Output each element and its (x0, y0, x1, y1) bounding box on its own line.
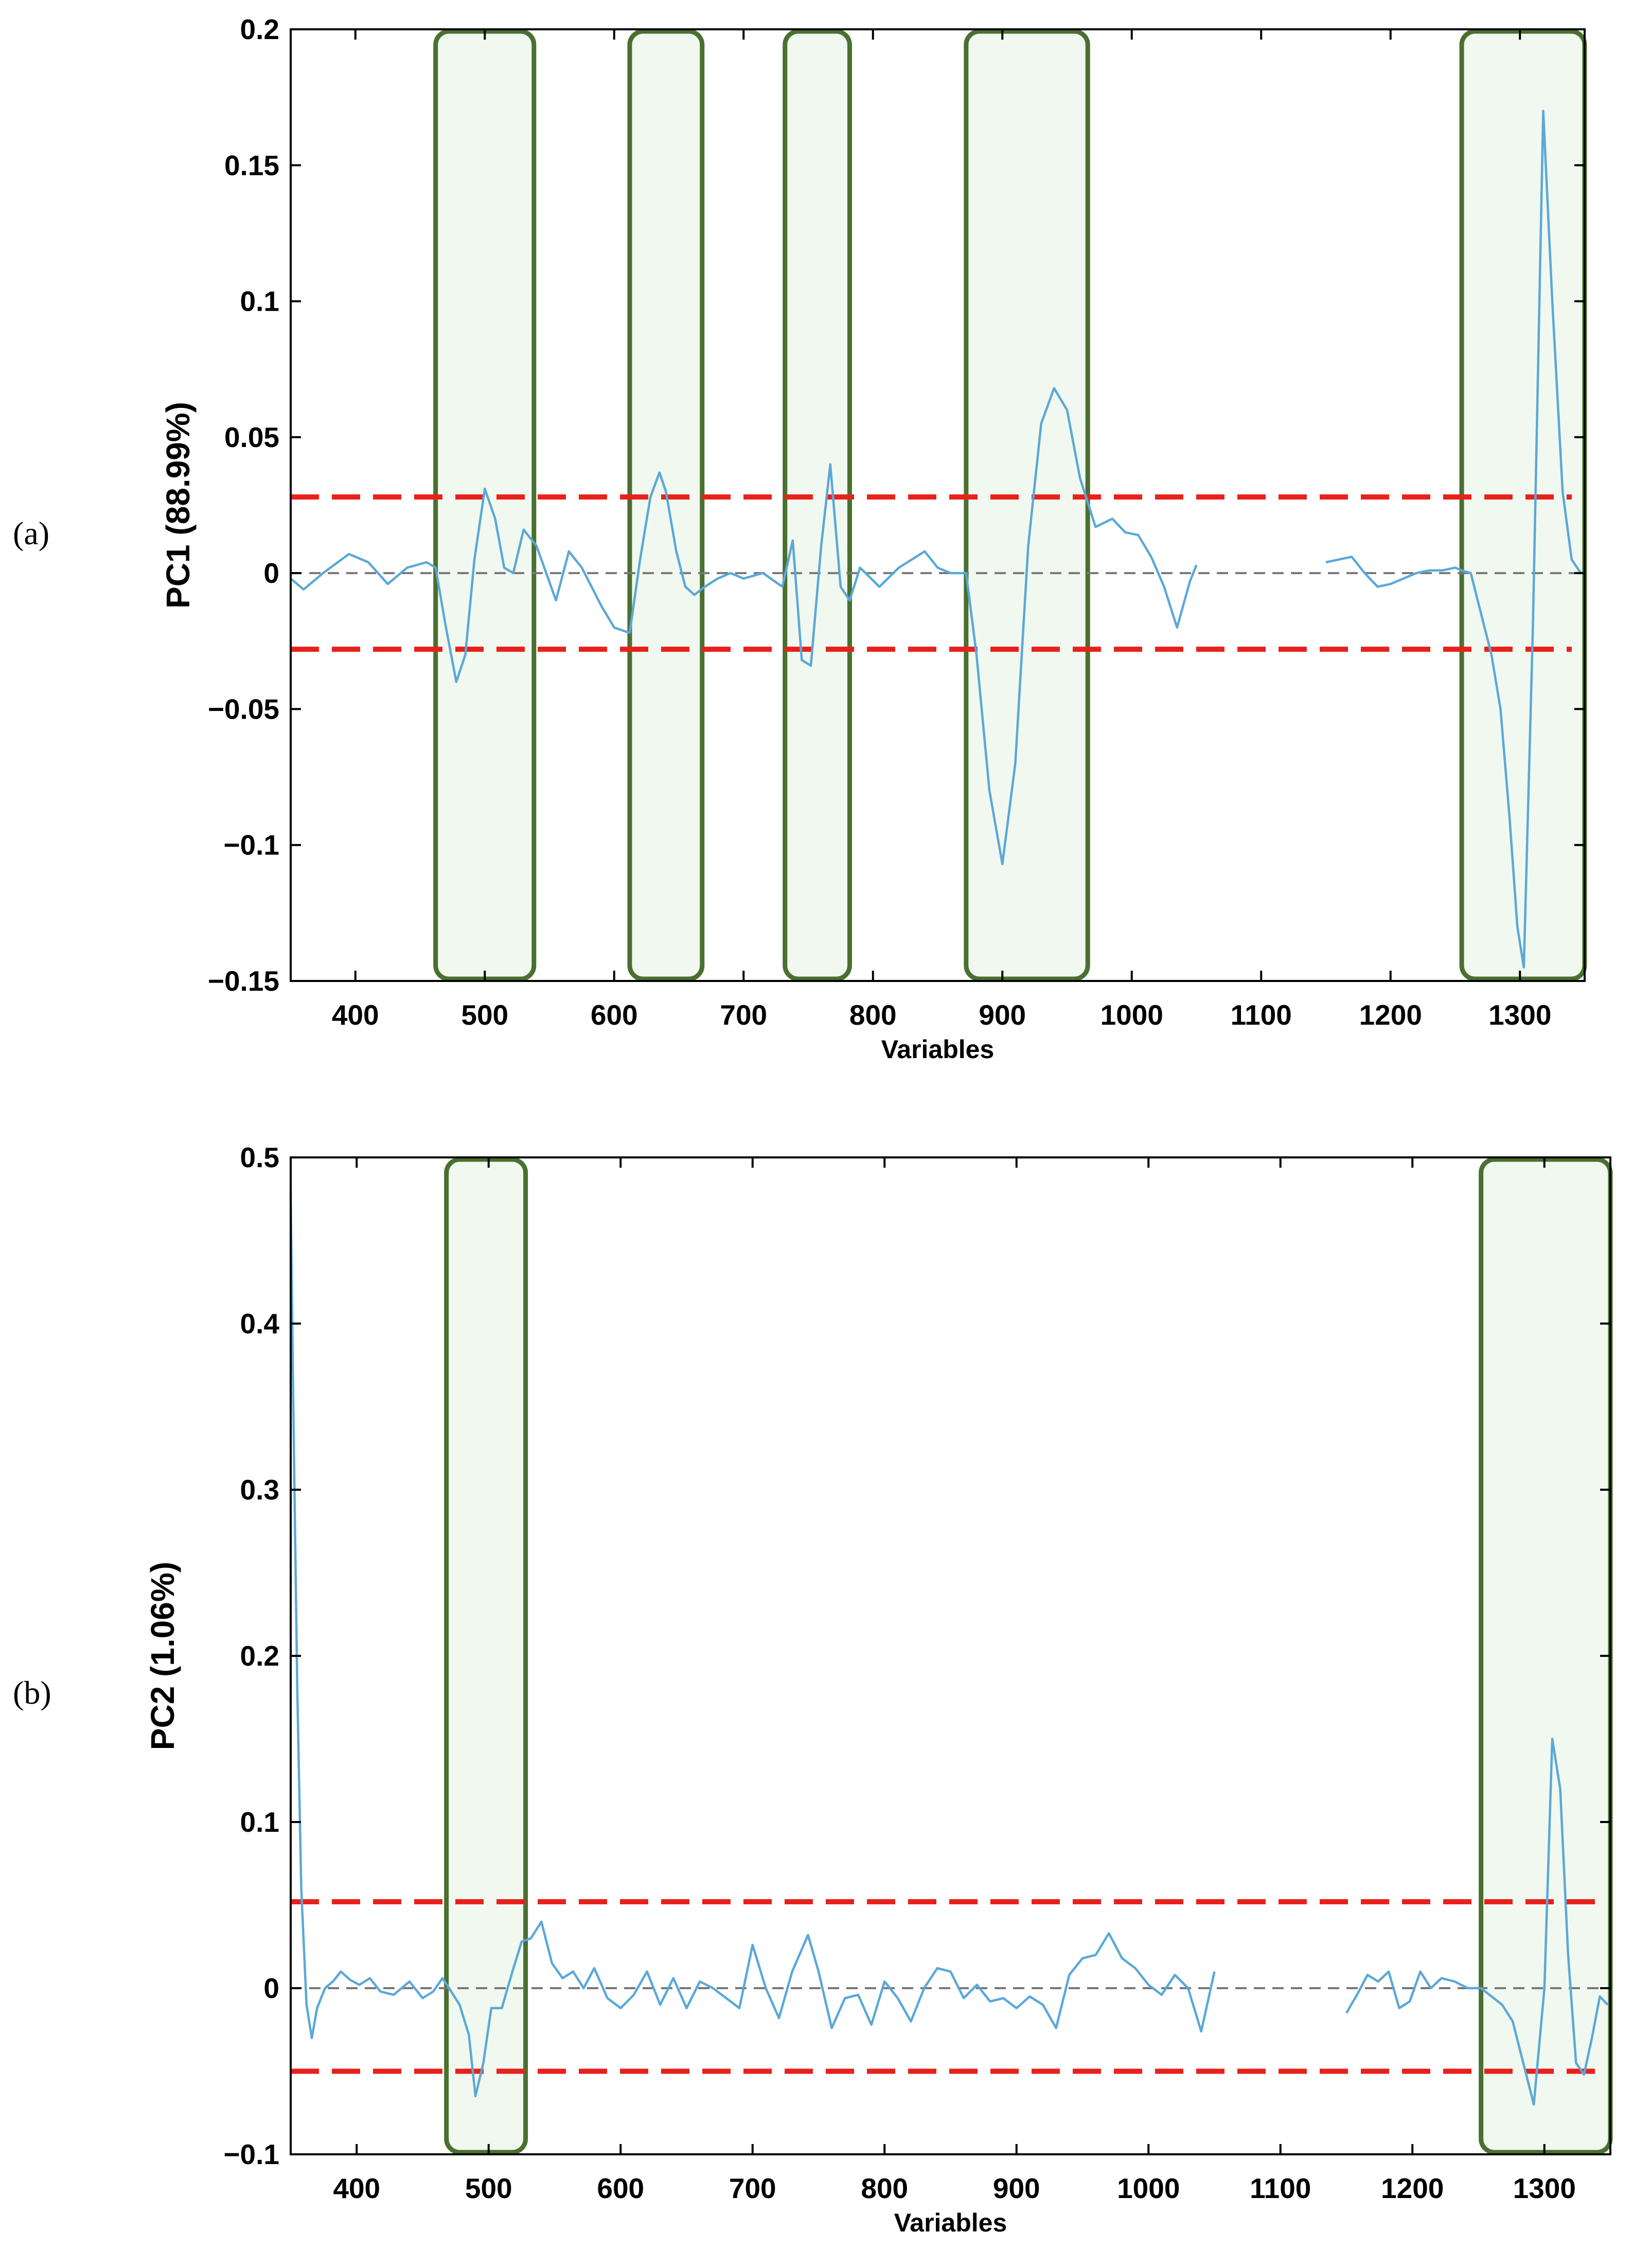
x-tick-label: 1000 (1117, 2172, 1180, 2204)
y-tick-label: −0.1 (223, 829, 279, 861)
x-tick-label: 1200 (1359, 999, 1422, 1031)
series-line-1 (1345, 1738, 1609, 2106)
y-tick-label: −0.15 (208, 965, 279, 997)
x-tick-label: 600 (597, 2172, 644, 2204)
x-axis-title: Variables (894, 2208, 1007, 2237)
x-tick-label: 600 (591, 999, 638, 1031)
x-tick-label: 400 (333, 2172, 380, 2204)
y-tick-label: 0.1 (240, 1806, 279, 1838)
x-tick-label: 700 (729, 2172, 776, 2204)
y-tick-label: 0.05 (224, 421, 279, 453)
x-tick-label: 400 (332, 999, 379, 1031)
x-tick-label: 800 (861, 2172, 908, 2204)
x-tick-label: 700 (720, 999, 767, 1031)
y-tick-label: 0.2 (240, 1640, 279, 1672)
highlight-region-4 (1459, 29, 1587, 981)
chart-panel-b: 400 500 600 700 800 900 1000 1100 1200 1300 0.5 0.4… (13, 1141, 1613, 2237)
x-tick-label: 900 (979, 999, 1026, 1031)
axes-frame (290, 28, 1586, 982)
y-axis-title: PC2 (1.06%) (144, 1562, 181, 1750)
y-tick-label: 0 (263, 1972, 279, 2004)
series-line-1 (1325, 110, 1582, 969)
y-tick-label: 0.4 (240, 1308, 280, 1340)
chart-panel-a: 400 500 600 700 800 900 1000 1100 1200 1300 0.2 0.1… (13, 13, 1587, 1064)
x-tick-label: 1300 (1488, 999, 1551, 1031)
y-tick-label: 0.5 (240, 1141, 279, 1173)
x-tick-label: 1100 (1231, 999, 1292, 1031)
x-tick-label: 800 (849, 999, 897, 1031)
y-axis-title: PC1 (88.99%) (159, 402, 197, 609)
y-tick-label: 0.2 (240, 13, 279, 45)
x-tick-label: 500 (461, 999, 508, 1031)
x-tick-label: 900 (993, 2172, 1040, 2204)
y-tick-label: −0.1 (223, 2138, 279, 2170)
x-tick-label: 1200 (1381, 2172, 1444, 2204)
y-tick-label: −0.05 (208, 693, 279, 725)
panel-label: (a) (13, 515, 49, 551)
x-axis-title: Variables (881, 1035, 995, 1064)
highlight-region-1 (627, 29, 705, 981)
y-tick-label: 0.15 (224, 149, 279, 181)
series-line-0 (289, 1190, 1216, 2098)
x-tick-label: 1100 (1250, 2172, 1311, 2204)
x-tick-label: 500 (465, 2172, 512, 2204)
x-tick-label: 1300 (1513, 2172, 1576, 2204)
y-tick-label: 0.1 (240, 285, 279, 317)
y-tick-label: 0.3 (240, 1474, 279, 1506)
x-tick-label: 1000 (1100, 999, 1163, 1031)
series-line-0 (290, 387, 1198, 865)
panel-label: (b) (13, 1674, 51, 1711)
highlight-region-3 (964, 29, 1090, 981)
y-tick-label: 0 (263, 557, 279, 589)
highlight-region-0 (433, 29, 537, 981)
highlight-region-2 (783, 29, 852, 981)
